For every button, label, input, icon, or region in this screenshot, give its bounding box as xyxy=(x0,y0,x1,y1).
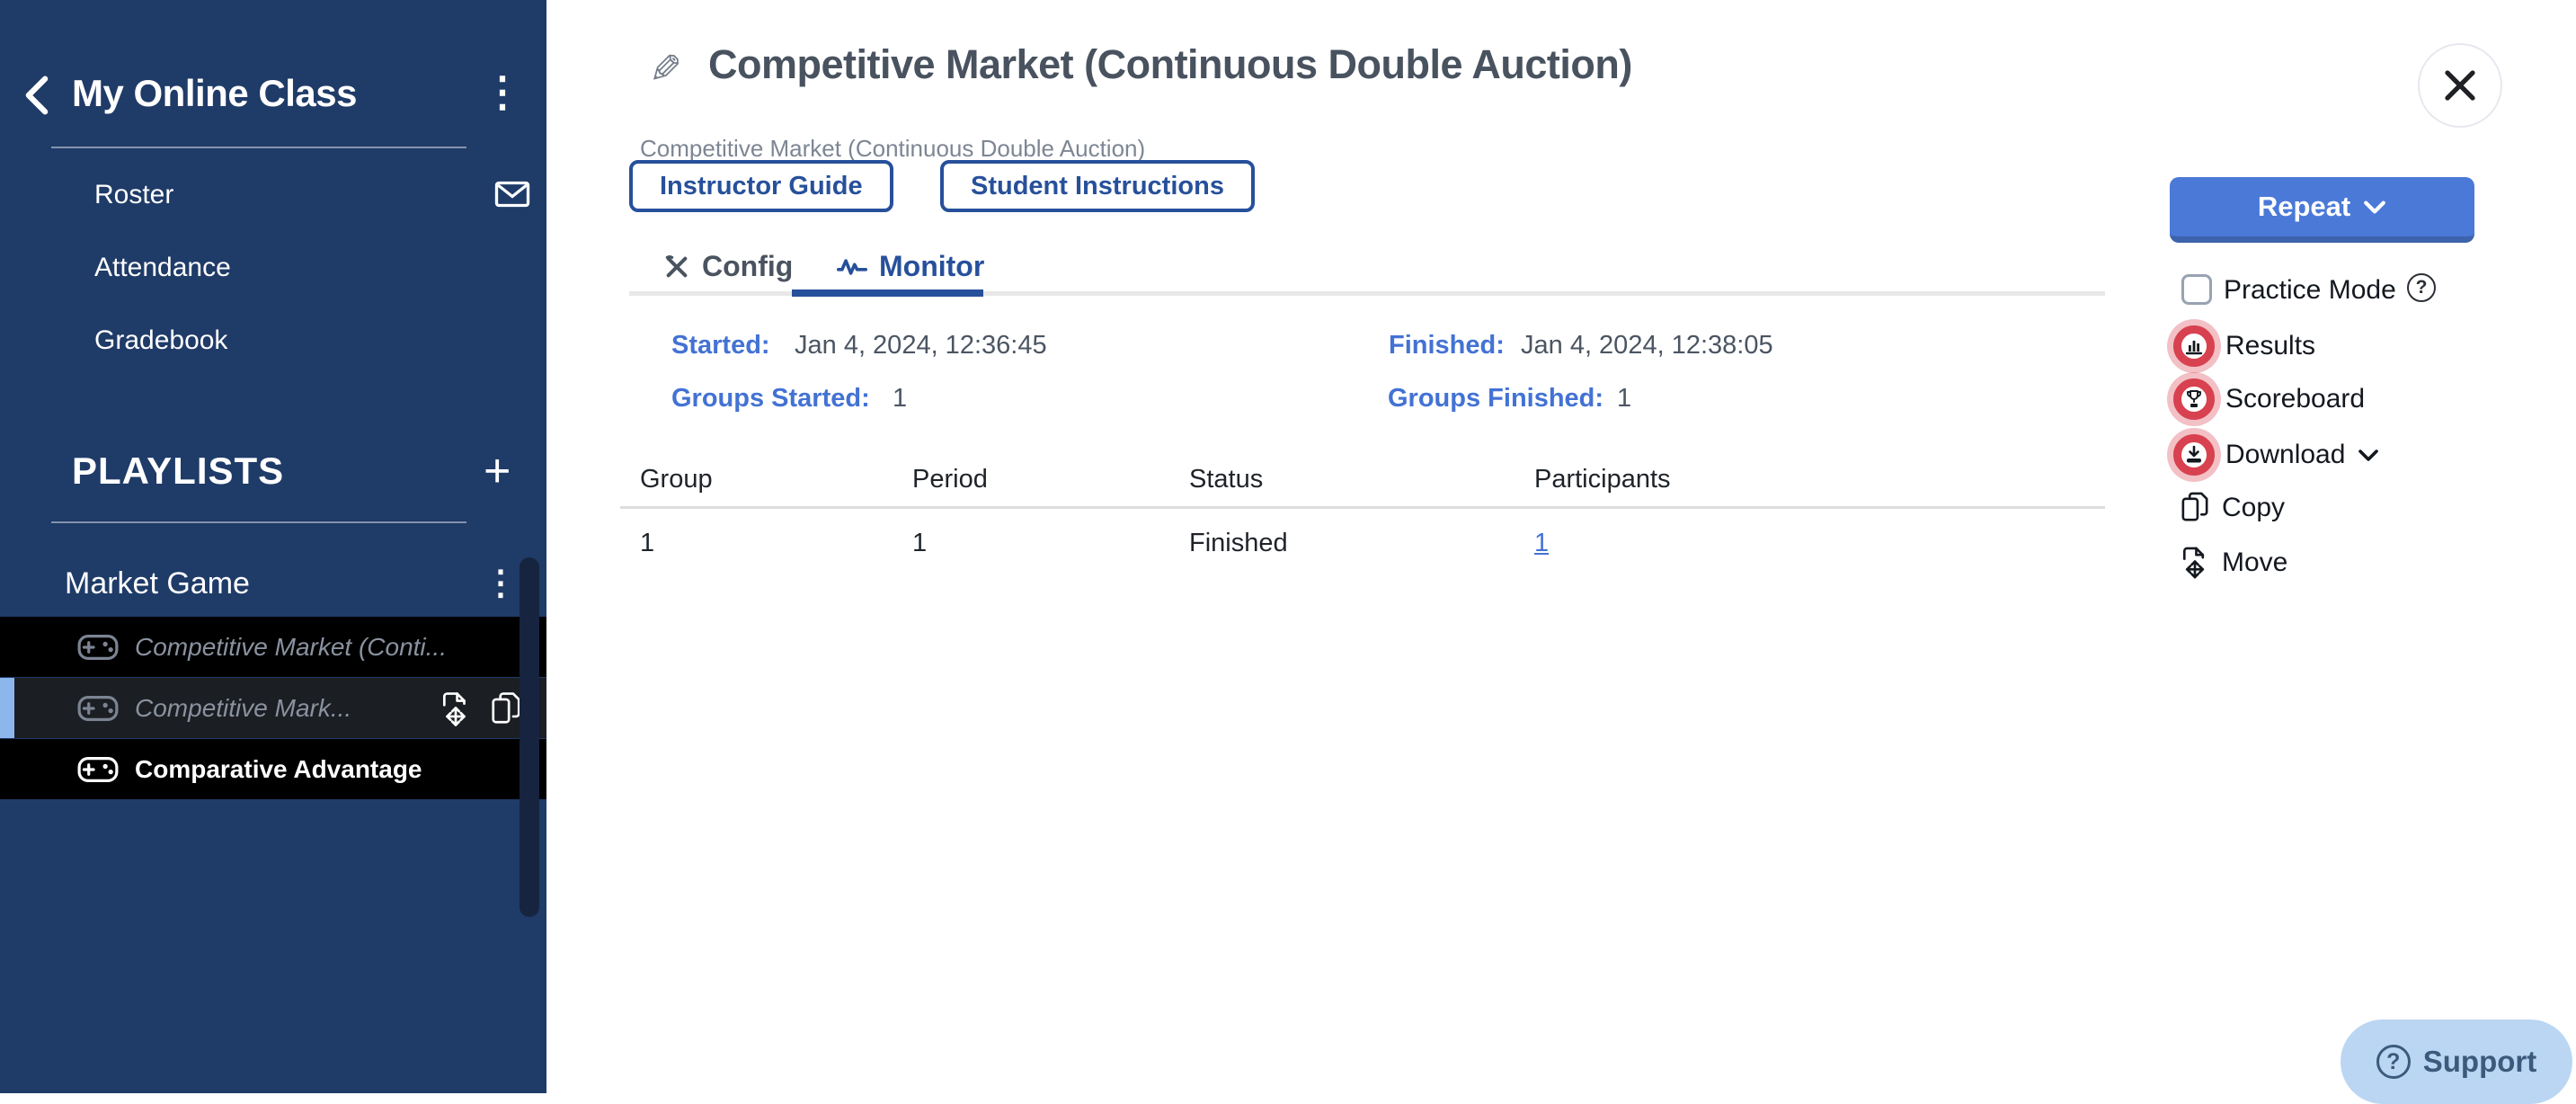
playlist-item-selected[interactable]: Competitive Mark... xyxy=(0,678,546,738)
support-button[interactable]: ? Support xyxy=(2341,1019,2572,1104)
groups-started-value: 1 xyxy=(893,384,908,413)
add-playlist-icon[interactable]: + xyxy=(484,445,511,497)
close-icon xyxy=(2445,70,2475,101)
divider xyxy=(51,521,466,523)
scoreboard-action[interactable]: Scoreboard xyxy=(2173,378,2365,420)
gamepad-icon xyxy=(77,694,119,723)
gamepad-icon xyxy=(77,633,119,662)
chevron-down-icon xyxy=(2358,449,2379,461)
action-label: Download xyxy=(2225,440,2346,469)
gamepad-icon xyxy=(77,755,119,784)
finished-label: Finished: xyxy=(1389,331,1505,360)
cell-status: Finished xyxy=(1189,529,1288,557)
practice-mode-help-icon[interactable]: ? xyxy=(2407,273,2436,302)
playlist-item[interactable]: Comparative Advantage xyxy=(0,739,546,799)
edit-pencil-icon[interactable]: ✎ xyxy=(649,48,682,92)
practice-mode-label: Practice Mode xyxy=(2224,275,2396,305)
repeat-button-label: Repeat xyxy=(2257,191,2351,222)
table-header-divider xyxy=(620,506,2105,509)
col-header-group: Group xyxy=(640,465,713,494)
tab-config[interactable]: Config xyxy=(662,250,793,283)
groups-started-label: Groups Started: xyxy=(671,384,870,413)
tab-monitor[interactable]: Monitor xyxy=(836,250,984,283)
student-instructions-button[interactable]: Student Instructions xyxy=(940,160,1255,212)
class-sidebar: My Online Class ⋮ Roster Attendance Grad… xyxy=(0,0,546,1093)
envelope-icon[interactable] xyxy=(494,180,530,209)
playlist-kebab-icon[interactable]: ⋮ xyxy=(484,565,518,602)
tools-icon xyxy=(662,253,691,281)
col-header-participants: Participants xyxy=(1534,465,1671,494)
tab-label: Config xyxy=(702,250,794,282)
chevron-down-icon xyxy=(2364,200,2386,213)
active-tab-underline xyxy=(792,289,983,297)
page-subtitle: Competitive Market (Continuous Double Au… xyxy=(640,135,1146,162)
col-header-period: Period xyxy=(912,465,988,494)
class-kebab-icon[interactable]: ⋮ xyxy=(482,68,523,115)
divider xyxy=(51,147,466,148)
bar-chart-icon xyxy=(2173,325,2215,367)
sidebar-item-attendance[interactable]: Attendance xyxy=(94,253,231,282)
close-button[interactable] xyxy=(2418,43,2502,128)
copy-icon xyxy=(2179,491,2211,525)
playlist-name[interactable]: Market Game xyxy=(65,566,250,601)
move-icon xyxy=(2179,546,2211,580)
sidebar-scrollbar-thumb[interactable] xyxy=(520,557,539,917)
page-title: Competitive Market (Continuous Double Au… xyxy=(708,41,1632,87)
repeat-button[interactable]: Repeat xyxy=(2170,177,2474,243)
download-icon xyxy=(2173,434,2215,476)
action-label: Scoreboard xyxy=(2225,384,2366,414)
back-chevron-icon[interactable] xyxy=(20,76,54,115)
download-action[interactable]: Download xyxy=(2173,434,2379,476)
move-icon[interactable] xyxy=(439,690,473,726)
trophy-icon xyxy=(2173,378,2215,420)
col-header-status: Status xyxy=(1189,465,1264,494)
support-label: Support xyxy=(2422,1045,2537,1078)
finished-value: Jan 4, 2024, 12:38:05 xyxy=(1521,331,1773,360)
groups-finished-value: 1 xyxy=(1617,384,1632,413)
playlist-item-label: Competitive Mark... xyxy=(135,693,352,722)
playlist-item-label: Comparative Advantage xyxy=(135,754,422,783)
question-icon: ? xyxy=(2376,1045,2411,1079)
move-action[interactable]: Move xyxy=(2173,546,2287,580)
copy-action[interactable]: Copy xyxy=(2173,491,2285,525)
playlists-header: PLAYLISTS xyxy=(72,450,285,492)
action-label: Results xyxy=(2225,331,2316,361)
instructor-guide-button[interactable]: Instructor Guide xyxy=(629,160,893,212)
pulse-icon xyxy=(836,256,868,278)
cell-group: 1 xyxy=(640,529,655,557)
practice-mode-checkbox[interactable] xyxy=(2181,274,2212,305)
sidebar-item-roster[interactable]: Roster xyxy=(94,180,174,209)
playlist-item-label: Competitive Market (Conti... xyxy=(135,632,447,661)
sidebar-item-gradebook[interactable]: Gradebook xyxy=(94,325,228,355)
started-value: Jan 4, 2024, 12:36:45 xyxy=(795,331,1047,360)
cell-participants-link[interactable]: 1 xyxy=(1534,529,1550,557)
tab-label: Monitor xyxy=(879,250,985,282)
started-label: Started: xyxy=(671,331,770,360)
action-label: Move xyxy=(2222,548,2288,577)
groups-finished-label: Groups Finished: xyxy=(1388,384,1604,413)
playlist-item[interactable]: Competitive Market (Conti... xyxy=(0,617,546,677)
cell-period: 1 xyxy=(912,529,928,557)
class-title: My Online Class xyxy=(72,72,357,114)
action-label: Copy xyxy=(2222,493,2286,522)
results-action[interactable]: Results xyxy=(2173,325,2315,367)
tab-divider xyxy=(629,291,2105,296)
copy-icon[interactable] xyxy=(489,690,523,726)
